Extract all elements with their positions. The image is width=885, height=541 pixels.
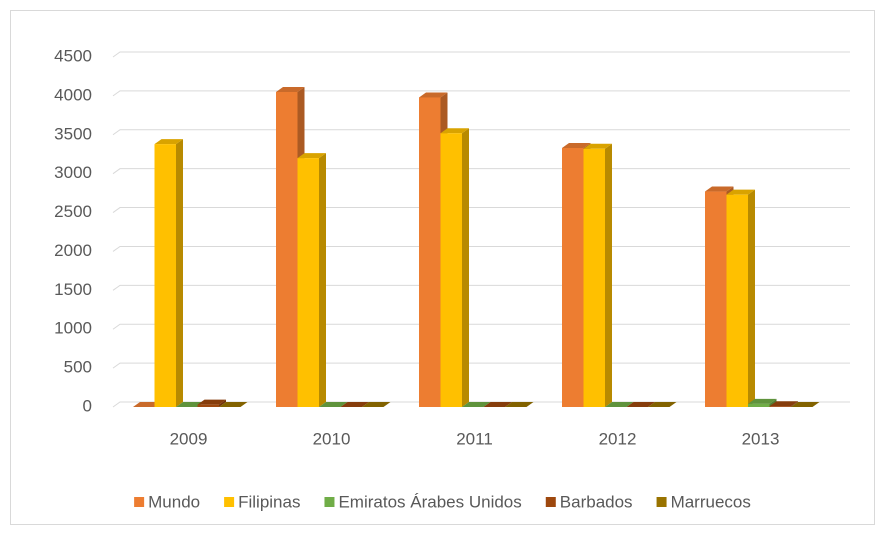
x-tick-label: 2009 bbox=[170, 429, 208, 448]
bar-top bbox=[791, 402, 820, 407]
bar bbox=[648, 402, 677, 407]
bar-front bbox=[583, 148, 605, 407]
x-tick-label: 2010 bbox=[313, 429, 351, 448]
bar-front bbox=[197, 404, 219, 407]
bar-front bbox=[276, 92, 298, 407]
bar-front bbox=[705, 191, 727, 407]
bar-top bbox=[605, 402, 634, 407]
legend-swatch bbox=[656, 497, 667, 507]
bar-front bbox=[419, 97, 441, 407]
grid-line bbox=[112, 51, 850, 58]
bar-top bbox=[297, 153, 326, 159]
bar-top bbox=[133, 402, 162, 407]
legend-label: Barbados bbox=[560, 492, 633, 511]
y-tick-label: 2000 bbox=[54, 241, 92, 260]
bar-side bbox=[219, 399, 226, 407]
bar-top bbox=[769, 401, 798, 407]
y-tick-label: 2500 bbox=[54, 202, 92, 221]
bar-side bbox=[319, 153, 326, 407]
bar bbox=[605, 402, 634, 407]
bar-front bbox=[769, 406, 791, 407]
bar-top bbox=[219, 402, 248, 407]
y-tick-label: 1500 bbox=[54, 280, 92, 299]
legend-swatch bbox=[134, 497, 145, 507]
bar-top bbox=[462, 402, 491, 407]
legend-swatch bbox=[224, 497, 235, 507]
bar bbox=[297, 153, 326, 407]
legend-label: Filipinas bbox=[238, 492, 300, 511]
bar-front bbox=[748, 403, 770, 407]
bar-side bbox=[748, 189, 755, 407]
bar-side bbox=[605, 143, 612, 407]
bar-side bbox=[791, 401, 798, 407]
x-tick-label: 2011 bbox=[456, 429, 493, 448]
bar bbox=[340, 402, 369, 407]
bar-top bbox=[154, 139, 183, 145]
legend-label: Emiratos Árabes Unidos bbox=[338, 492, 521, 511]
y-tick-label: 500 bbox=[64, 358, 92, 377]
bar-front bbox=[297, 158, 319, 407]
bar bbox=[440, 128, 469, 407]
bar-front bbox=[440, 133, 462, 407]
bar-top bbox=[276, 87, 305, 92]
bar bbox=[791, 402, 820, 407]
bar bbox=[154, 139, 183, 407]
bar bbox=[197, 399, 226, 407]
bar bbox=[362, 402, 391, 407]
x-tick-label: 2012 bbox=[599, 429, 637, 448]
bar-top bbox=[362, 402, 391, 407]
bar-top bbox=[340, 402, 369, 407]
bar bbox=[319, 402, 348, 407]
bar bbox=[133, 402, 162, 407]
y-tick-label: 4000 bbox=[54, 85, 92, 104]
bar bbox=[176, 402, 205, 407]
bar bbox=[462, 402, 491, 407]
grid-line bbox=[112, 90, 850, 97]
bar bbox=[219, 402, 248, 407]
legend-swatch bbox=[324, 497, 335, 507]
bar-top bbox=[726, 189, 755, 195]
y-tick-label: 1000 bbox=[54, 319, 92, 338]
bar-side bbox=[176, 139, 183, 407]
bar-top bbox=[748, 398, 777, 404]
bar-top bbox=[648, 402, 677, 407]
legend-label: Marruecos bbox=[671, 492, 751, 511]
y-tick-label: 4500 bbox=[54, 46, 92, 65]
bar bbox=[483, 402, 512, 407]
bar-front bbox=[154, 144, 176, 407]
bar-front bbox=[562, 148, 584, 407]
legend-label: Mundo bbox=[148, 492, 200, 511]
bar-top bbox=[176, 402, 205, 407]
bar-top bbox=[562, 143, 591, 148]
y-tick-label: 0 bbox=[83, 396, 92, 415]
bar-top bbox=[705, 186, 734, 192]
bar-top bbox=[440, 128, 469, 134]
bar bbox=[505, 402, 534, 407]
bar-front bbox=[726, 194, 748, 407]
bar-side bbox=[462, 128, 469, 407]
bar-top bbox=[583, 143, 612, 149]
y-tick-label: 3500 bbox=[54, 124, 92, 143]
bar-top bbox=[505, 402, 534, 407]
bar-top bbox=[197, 399, 226, 405]
legend-swatch bbox=[545, 497, 556, 507]
bar-top bbox=[319, 402, 348, 407]
grid-line bbox=[112, 129, 850, 136]
bar bbox=[769, 401, 798, 407]
bar-top bbox=[419, 92, 448, 98]
bar-top bbox=[483, 402, 512, 407]
bar bbox=[626, 402, 655, 407]
y-tick-label: 3000 bbox=[54, 163, 92, 182]
bar-top bbox=[626, 402, 655, 407]
bar bbox=[583, 143, 612, 407]
x-tick-label: 2013 bbox=[742, 429, 780, 448]
bar bbox=[726, 189, 755, 407]
